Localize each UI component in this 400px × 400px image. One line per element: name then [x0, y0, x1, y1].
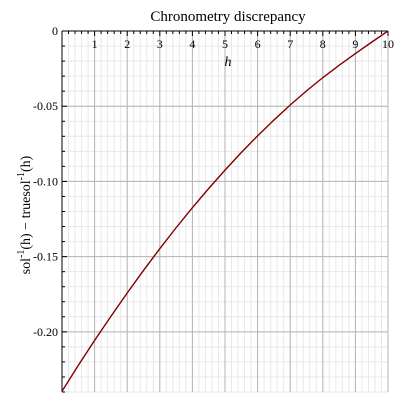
- y-tick-label: -0.20: [33, 325, 58, 339]
- x-tick-label: 9: [352, 37, 358, 51]
- x-tick-label: 10: [382, 37, 394, 51]
- x-tick-label: 4: [189, 37, 195, 51]
- y-tick-label: -0.15: [33, 250, 58, 264]
- y-label-superscript-1: -1: [16, 250, 27, 258]
- series-layer: [61, 30, 389, 392]
- y-label-superscript-2: -1: [16, 172, 27, 180]
- y-tick-label: -0.10: [33, 174, 58, 188]
- y-axis-label: sol-1(h) − truesol-1(h): [16, 155, 34, 274]
- x-tick-label: 6: [255, 37, 261, 51]
- x-tick-label: 2: [124, 37, 130, 51]
- y-tick-label: 0: [52, 24, 58, 38]
- x-tick-label: 1: [92, 37, 98, 51]
- x-tick-label: 7: [287, 37, 293, 51]
- y-tick-label: -0.05: [33, 99, 58, 113]
- x-tick-label: 8: [320, 37, 326, 51]
- y-label-middle: (h) − truesol: [19, 180, 34, 249]
- x-tick-label: 3: [157, 37, 163, 51]
- chart-title: Chronometry discrepancy: [150, 9, 306, 25]
- y-label-prefix: sol: [19, 258, 34, 274]
- y-label-suffix: (h): [19, 155, 34, 172]
- tick-labels: 1 2 3 4 5 6 7 8 9 10 0 -0.05 -0.10 -0.15 -0.20: [33, 24, 394, 339]
- series-line: [61, 30, 389, 392]
- axes: [61, 30, 389, 393]
- x-tick-label: 5: [222, 37, 228, 51]
- x-axis-label: h: [225, 55, 232, 70]
